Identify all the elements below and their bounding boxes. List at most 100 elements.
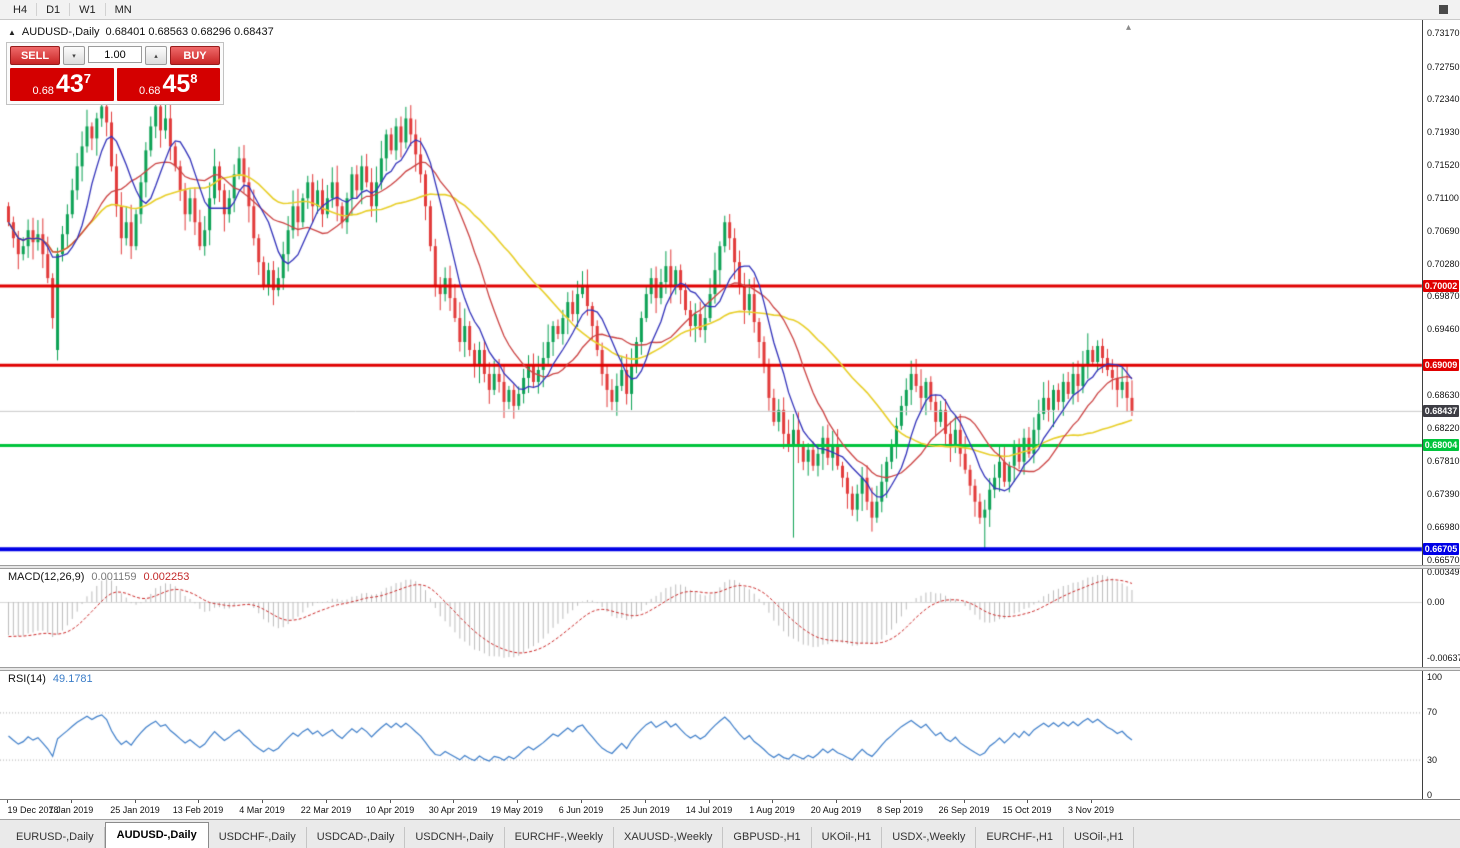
price-level-tag[interactable]: 0.66705 bbox=[1423, 543, 1459, 556]
date-tick bbox=[900, 800, 901, 803]
symbol-marker-icon: ▲ bbox=[8, 27, 16, 37]
date-tick bbox=[517, 800, 518, 803]
date-tick bbox=[71, 800, 72, 803]
rsi-axis-label: 0 bbox=[1427, 790, 1433, 800]
macd-main-value: 0.001159 bbox=[91, 571, 137, 583]
date-axis-label: 25 Jan 2019 bbox=[110, 805, 160, 815]
bid-price-pipette: 7 bbox=[83, 71, 91, 86]
bid-price-display[interactable]: 0.68 43 7 bbox=[10, 68, 114, 101]
tab-usdx-weekly[interactable]: USDX-,Weekly bbox=[882, 827, 977, 848]
timeframe-h4-button[interactable]: H4 bbox=[13, 3, 28, 16]
timeframe-w1-button[interactable]: W1 bbox=[79, 3, 96, 16]
date-axis-label: 6 Jun 2019 bbox=[558, 805, 604, 815]
date-tick bbox=[198, 800, 199, 803]
macd-name: MACD(12,26,9) bbox=[8, 571, 85, 583]
date-axis-label: 8 Sep 2019 bbox=[876, 805, 924, 815]
price-axis-label: 0.69460 bbox=[1427, 324, 1460, 335]
buy-button[interactable]: BUY bbox=[170, 46, 220, 65]
date-axis: 19 Dec 2018 7 Jan 2019 25 Jan 2019 13 Feb 2… bbox=[0, 799, 1460, 819]
price-chart-canvas[interactable] bbox=[0, 20, 1460, 799]
rsi-axis-label: 70 bbox=[1427, 707, 1438, 718]
price-level-tag[interactable]: 0.69009 bbox=[1423, 359, 1459, 372]
date-tick bbox=[645, 800, 646, 803]
tab-xauusd-weekly[interactable]: XAUUSD-,Weekly bbox=[614, 827, 724, 848]
date-axis-label: 3 Nov 2019 bbox=[1067, 805, 1115, 815]
date-axis-label: 10 Apr 2019 bbox=[365, 805, 415, 815]
toolbar-separator bbox=[36, 3, 38, 16]
tab-usoil-h1[interactable]: USOil-,H1 bbox=[1064, 827, 1135, 848]
tab-eurchf-weekly[interactable]: EURCHF-,Weekly bbox=[505, 827, 614, 848]
date-tick bbox=[1091, 800, 1092, 803]
volume-increase-button[interactable]: ▴ bbox=[145, 46, 167, 65]
tab-usdcad-daily[interactable]: USDCAD-,Daily bbox=[307, 827, 406, 848]
volume-decrease-button[interactable]: ▾ bbox=[63, 46, 85, 65]
chart-ohlc-values: 0.68401 0.68563 0.68296 0.68437 bbox=[105, 26, 274, 38]
date-tick bbox=[453, 800, 454, 803]
date-tick bbox=[581, 800, 582, 803]
price-axis-label: 0.68220 bbox=[1427, 423, 1460, 434]
rsi-axis-label: 100 bbox=[1427, 672, 1443, 682]
date-axis-label: 25 Jun 2019 bbox=[620, 805, 670, 815]
tab-audusd-daily[interactable]: AUDUSD-,Daily bbox=[104, 822, 209, 848]
date-axis-label: 26 Sep 2019 bbox=[938, 805, 990, 815]
ask-price-pipette: 8 bbox=[190, 71, 198, 86]
current-price-tag: 0.68437 bbox=[1423, 404, 1459, 417]
timeframe-mn-button[interactable]: MN bbox=[114, 3, 132, 16]
date-axis-label: 14 Jul 2019 bbox=[685, 805, 733, 815]
macd-axis-label: 0.00 bbox=[1427, 597, 1445, 607]
price-axis-label: 0.73170 bbox=[1427, 28, 1460, 38]
date-axis-label: 4 Mar 2019 bbox=[239, 805, 285, 815]
date-tick bbox=[964, 800, 965, 803]
date-tick bbox=[326, 800, 327, 803]
price-axis-label: 0.67810 bbox=[1427, 455, 1460, 466]
timeframe-buttons: H4 D1 W1 MN bbox=[6, 3, 139, 17]
window-control-icon[interactable] bbox=[1439, 5, 1448, 14]
volume-input[interactable] bbox=[88, 46, 142, 63]
date-tick bbox=[1027, 800, 1028, 803]
bid-price-prefix: 0.68 bbox=[32, 85, 54, 97]
date-tick bbox=[836, 800, 837, 803]
rsi-axis-label: 30 bbox=[1427, 754, 1438, 765]
chart-title: ▲ AUDUSD-,Daily 0.68401 0.68563 0.68296 … bbox=[8, 26, 274, 38]
price-axis-label: 0.71520 bbox=[1427, 159, 1460, 170]
price-axis-label: 0.69870 bbox=[1427, 291, 1460, 302]
price-axis-label: 0.71930 bbox=[1427, 127, 1460, 138]
price-axis-label: 0.72340 bbox=[1427, 94, 1460, 105]
rsi-name: RSI(14) bbox=[8, 673, 46, 685]
macd-indicator-label: MACD(12,26,9) 0.001159 0.002253 bbox=[8, 571, 189, 583]
chart-shift-marker-icon: ▴ bbox=[1126, 22, 1132, 33]
tab-ukoil-h1[interactable]: UKOil-,H1 bbox=[812, 827, 883, 848]
price-axis-label: 0.67390 bbox=[1427, 489, 1460, 500]
tab-eurchf-h1[interactable]: EURCHF-,H1 bbox=[976, 827, 1064, 848]
tab-usdcnh-daily[interactable]: USDCNH-,Daily bbox=[405, 827, 505, 848]
ask-price-display[interactable]: 0.68 45 8 bbox=[116, 68, 220, 101]
pane-splitter[interactable] bbox=[0, 565, 1460, 569]
date-axis-label: 15 Oct 2019 bbox=[1002, 805, 1052, 815]
price-axis-label: 0.72750 bbox=[1427, 61, 1460, 72]
timeframe-d1-button[interactable]: D1 bbox=[46, 3, 61, 16]
price-axis-label: 0.66570 bbox=[1427, 554, 1460, 565]
price-axis-label: 0.71100 bbox=[1427, 193, 1459, 204]
date-axis-label: 22 Mar 2019 bbox=[300, 805, 352, 815]
price-level-tag[interactable]: 0.70002 bbox=[1423, 279, 1459, 292]
date-axis-label: 7 Jan 2019 bbox=[48, 805, 94, 815]
price-axis-label: 0.70690 bbox=[1427, 226, 1460, 237]
date-axis-label: 13 Feb 2019 bbox=[172, 805, 224, 815]
date-tick bbox=[709, 800, 710, 803]
date-axis-label: 30 Apr 2019 bbox=[428, 805, 478, 815]
pane-splitter[interactable] bbox=[0, 667, 1460, 671]
macd-axis-label: 0.00349 bbox=[1427, 566, 1460, 577]
tab-gbpusd-h1[interactable]: GBPUSD-,H1 bbox=[723, 827, 812, 848]
tab-eurusd-daily[interactable]: EURUSD-,Daily bbox=[6, 827, 105, 848]
macd-axis-label: -0.00637 bbox=[1427, 652, 1460, 663]
price-level-tag[interactable]: 0.68004 bbox=[1423, 439, 1459, 452]
bid-price-big: 43 bbox=[55, 70, 84, 98]
ask-price-big: 45 bbox=[162, 70, 191, 98]
toolbar-separator bbox=[104, 3, 106, 16]
date-axis-label: 20 Aug 2019 bbox=[810, 805, 862, 815]
tab-usdchf-daily[interactable]: USDCHF-,Daily bbox=[209, 827, 307, 848]
date-axis-label: 1 Aug 2019 bbox=[749, 805, 795, 815]
ask-price-prefix: 0.68 bbox=[139, 85, 161, 97]
sell-button[interactable]: SELL bbox=[10, 46, 60, 65]
